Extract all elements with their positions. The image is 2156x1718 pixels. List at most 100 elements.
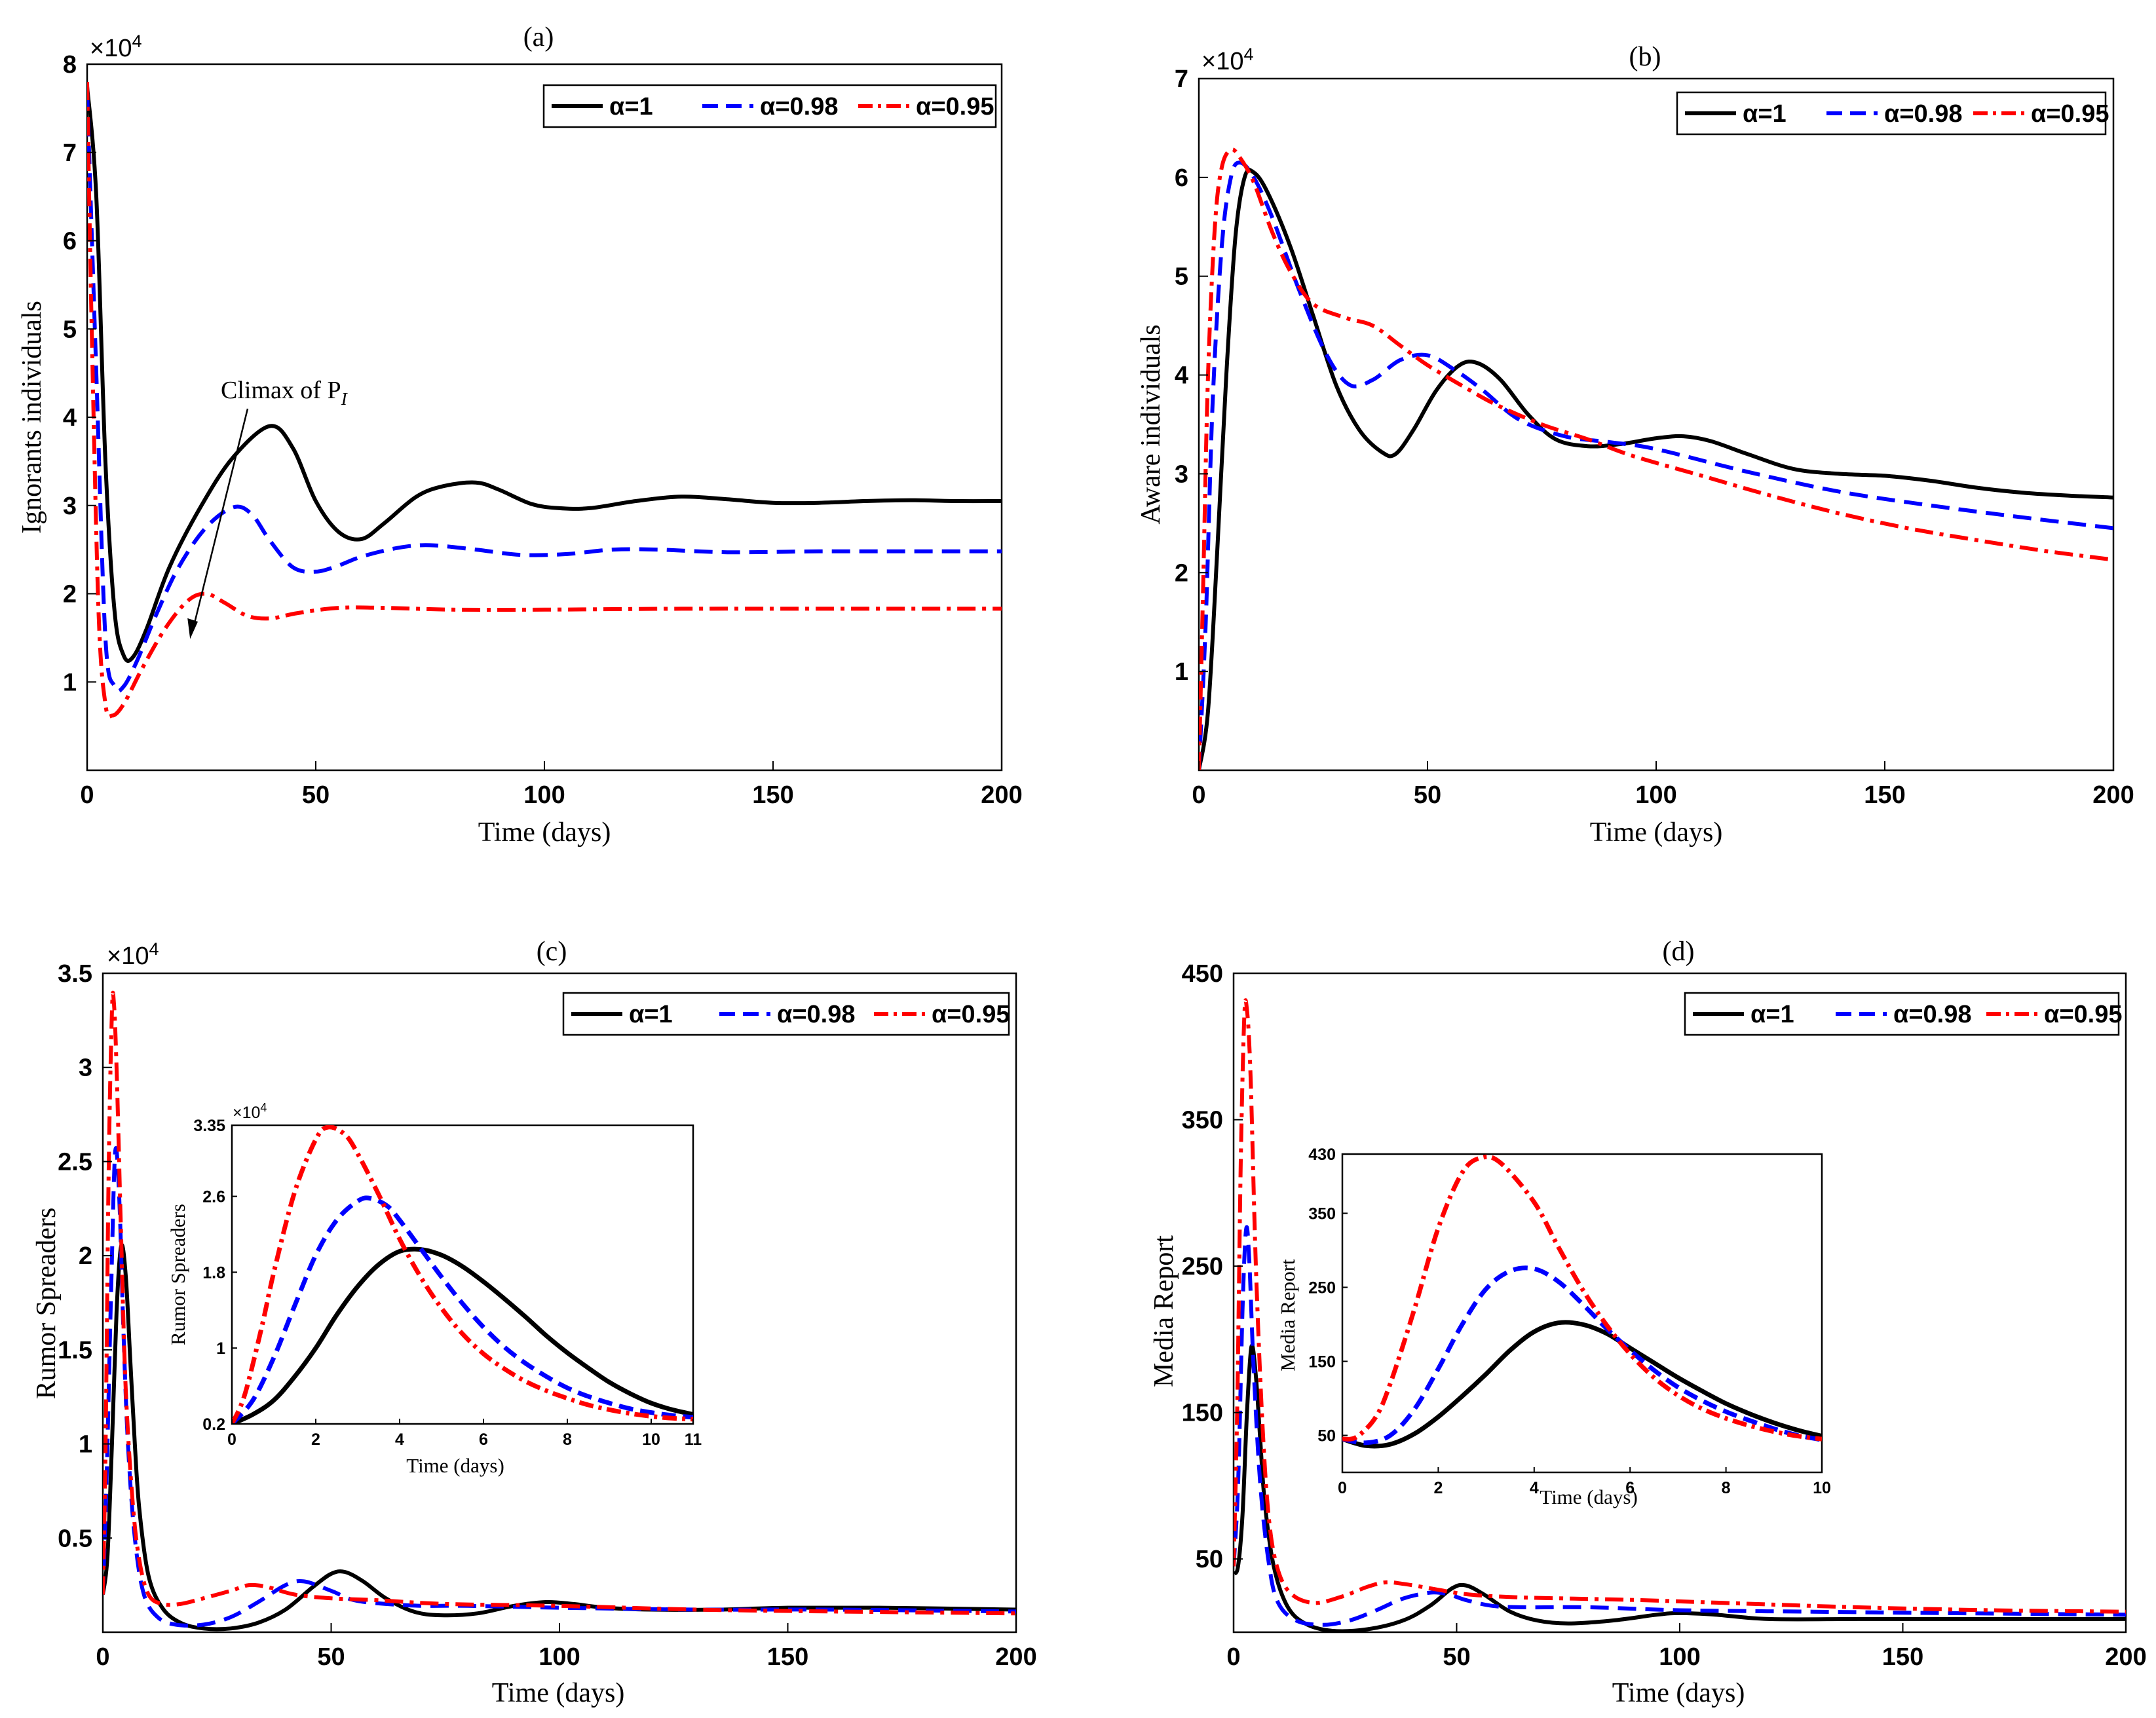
panel-a-series-alpha-0-95-line: [87, 81, 1002, 719]
panel-a-ytick-label: 4: [63, 404, 77, 432]
inset-c-ytick-label: 3.35: [193, 1117, 225, 1135]
inset-d-ytick-label: 430: [1308, 1146, 1336, 1164]
panel-c-ytick-label: 1.5: [58, 1337, 92, 1364]
panel-a-ytick-label: 2: [63, 581, 77, 608]
inset-c-ytick-label: 0.2: [202, 1415, 225, 1434]
inset-c-xtick-label: 11: [685, 1430, 702, 1449]
panel-c-xtick-label: 50: [317, 1643, 345, 1671]
panel-c-xtick-label: 0: [96, 1643, 109, 1671]
panel-c-spreaders: (c) 0 50 100 150 200 0.511.522.533.5 ×104 Ti…: [31, 937, 1037, 1708]
panel-b-legend-box: [1676, 91, 2107, 136]
inset-d-xlabel: Time (days): [1540, 1485, 1638, 1508]
panel-d-ytick-label: 250: [1182, 1253, 1223, 1280]
panel-b-xtick-label: 50: [1414, 781, 1441, 809]
inset-c-xtick-label: 0: [227, 1430, 236, 1449]
panel-b-aware: (b) 0 50 100 150 200 1 2 3 4 5 6 7 ×104 Time (days…: [1136, 42, 2134, 848]
panel-c-series-alpha-0-95-line: [103, 990, 1016, 1616]
panel-d-title: (d): [1663, 937, 1695, 967]
panel-b-xlabel: Time (days): [1590, 817, 1723, 848]
panel-a-xtick-label: 50: [302, 781, 330, 809]
panel-c-ytick-label: 0.5: [58, 1525, 92, 1552]
panel-c-legend-box: [562, 992, 1010, 1036]
panel-c-ytick-label: 1: [79, 1431, 92, 1459]
panel-d-xtick-label: 100: [1659, 1643, 1700, 1671]
panel-d-series-alpha-0-98-line: [1234, 1225, 2126, 1627]
inset-d-ytick-label: 250: [1308, 1279, 1336, 1297]
panel-c-series-alpha-0-98-line: [103, 1146, 1016, 1628]
panel-a-ytick-label: 5: [63, 316, 77, 343]
inset-d-xtick-label: 4: [1530, 1479, 1539, 1497]
annotation-climax-text: Climax of PI: [221, 377, 349, 409]
legend-label-alpha-0-98: α=0.98: [777, 1001, 856, 1028]
legend-label-alpha-0-98: α=0.98: [1884, 100, 1963, 128]
panel-b-legend: α=1 α=0.98 α=0.95: [1676, 91, 2109, 136]
panel-c-ytick-label: 3.5: [58, 960, 92, 988]
legend-label-alpha-1: α=1: [1743, 100, 1787, 128]
inset-d-series-alpha-0-98-line: [1342, 1265, 1822, 1446]
panel-c-title: (c): [537, 937, 567, 967]
panel-a-series-alpha-1-line: [87, 86, 1002, 663]
panel-b-title: (b): [1629, 42, 1661, 72]
inset-d-series-alpha-0-95-line: [1342, 1154, 1822, 1442]
panel-d-ytick-label: 350: [1182, 1107, 1223, 1134]
panel-b-ytick-label: 5: [1175, 263, 1188, 291]
panel-b-xtick-label: 100: [1635, 781, 1676, 809]
panel-c-xtick-label: 100: [539, 1643, 580, 1671]
panel-d-xtick-label: 150: [1882, 1643, 1923, 1671]
panel-a-xtick-label: 100: [523, 781, 565, 809]
panel-d-legend: α=1 α=0.98 α=0.95: [1684, 992, 2123, 1036]
inset-c-xtick-label: 4: [395, 1430, 404, 1449]
inset-c-xlabel: Time (days): [406, 1454, 504, 1477]
panel-d-xtick-label: 0: [1226, 1643, 1240, 1671]
legend-label-alpha-0-95: α=0.95: [916, 93, 994, 121]
panel-a-xtick-label: 0: [80, 781, 94, 809]
inset-d-ytick-label: 50: [1317, 1427, 1336, 1445]
panel-b-xtick-label: 150: [1864, 781, 1905, 809]
panel-a-xtick-label: 200: [981, 781, 1022, 809]
panel-b-series-alpha-1-line: [1199, 168, 2113, 770]
panel-b-ytick-label: 1: [1175, 658, 1188, 686]
inset-d-xtick-label: 0: [1338, 1479, 1347, 1497]
inset-c-series-alpha-0-98-line: [232, 1195, 693, 1424]
panel-a-y-multiplier: ×104: [90, 31, 142, 62]
panel-c-inset: 0 2 4 6 8 10 11 0.2 1 1.8 2.6 3.35 ×104 Time (days…: [166, 1101, 702, 1477]
inset-c-axes-frame: [231, 1124, 694, 1425]
inset-c-series-alpha-0-95-line: [232, 1125, 693, 1424]
panel-a-legend-box: [542, 84, 997, 128]
legend-label-alpha-0-98: α=0.98: [760, 93, 839, 121]
panel-c-y-multiplier: ×104: [107, 939, 159, 970]
panel-c-xtick-label: 150: [767, 1643, 808, 1671]
inset-d-xtick-label: 6: [1625, 1479, 1635, 1497]
inset-d-ylabel: Media Report: [1276, 1259, 1299, 1372]
inset-d-xtick-label: 2: [1433, 1479, 1443, 1497]
inset-c-xtick-label: 6: [479, 1430, 488, 1449]
annotation-arrow-line: [193, 408, 249, 626]
panel-d-series-alpha-0-95-line: [1234, 998, 2126, 1614]
legend-label-alpha-0-95: α=0.95: [2031, 100, 2109, 128]
panel-b-series-alpha-0-98-line: [1199, 160, 2113, 770]
legend-label-alpha-0-95: α=0.95: [2044, 1001, 2123, 1028]
inset-c-y-multiplier: ×104: [233, 1101, 267, 1122]
inset-d-ytick-label: 350: [1308, 1204, 1336, 1223]
inset-d-series-alpha-1-line: [1342, 1320, 1822, 1449]
inset-c-ytick-label: 2.6: [202, 1188, 225, 1206]
panel-b-ylabel: Aware individuals: [1136, 324, 1166, 524]
panel-a-xtick-label: 150: [752, 781, 793, 809]
panel-d-legend-box: [1684, 992, 2120, 1036]
legend-label-alpha-1: α=1: [1750, 1001, 1794, 1028]
panel-a-series-alpha-0-98-line: [87, 90, 1002, 694]
panel-a-ytick-label: 8: [63, 51, 77, 79]
inset-c-ylabel: Rumor Spreaders: [166, 1204, 189, 1345]
panel-a-title: (a): [523, 22, 554, 52]
inset-d-xtick-label: 10: [1813, 1479, 1831, 1497]
panel-c-ytick-label: 3: [79, 1055, 92, 1082]
panel-a-ytick-label: 7: [63, 140, 77, 167]
panel-a-ylabel: Ignorants individuals: [17, 301, 47, 534]
legend-label-alpha-1: α=1: [609, 93, 653, 121]
panel-c-legend: α=1 α=0.98 α=0.95: [562, 992, 1010, 1036]
panel-b-xtick-label: 0: [1192, 781, 1205, 809]
inset-d-xtick-label: 8: [1722, 1479, 1731, 1497]
panel-b-xtick-label: 200: [2092, 781, 2134, 809]
